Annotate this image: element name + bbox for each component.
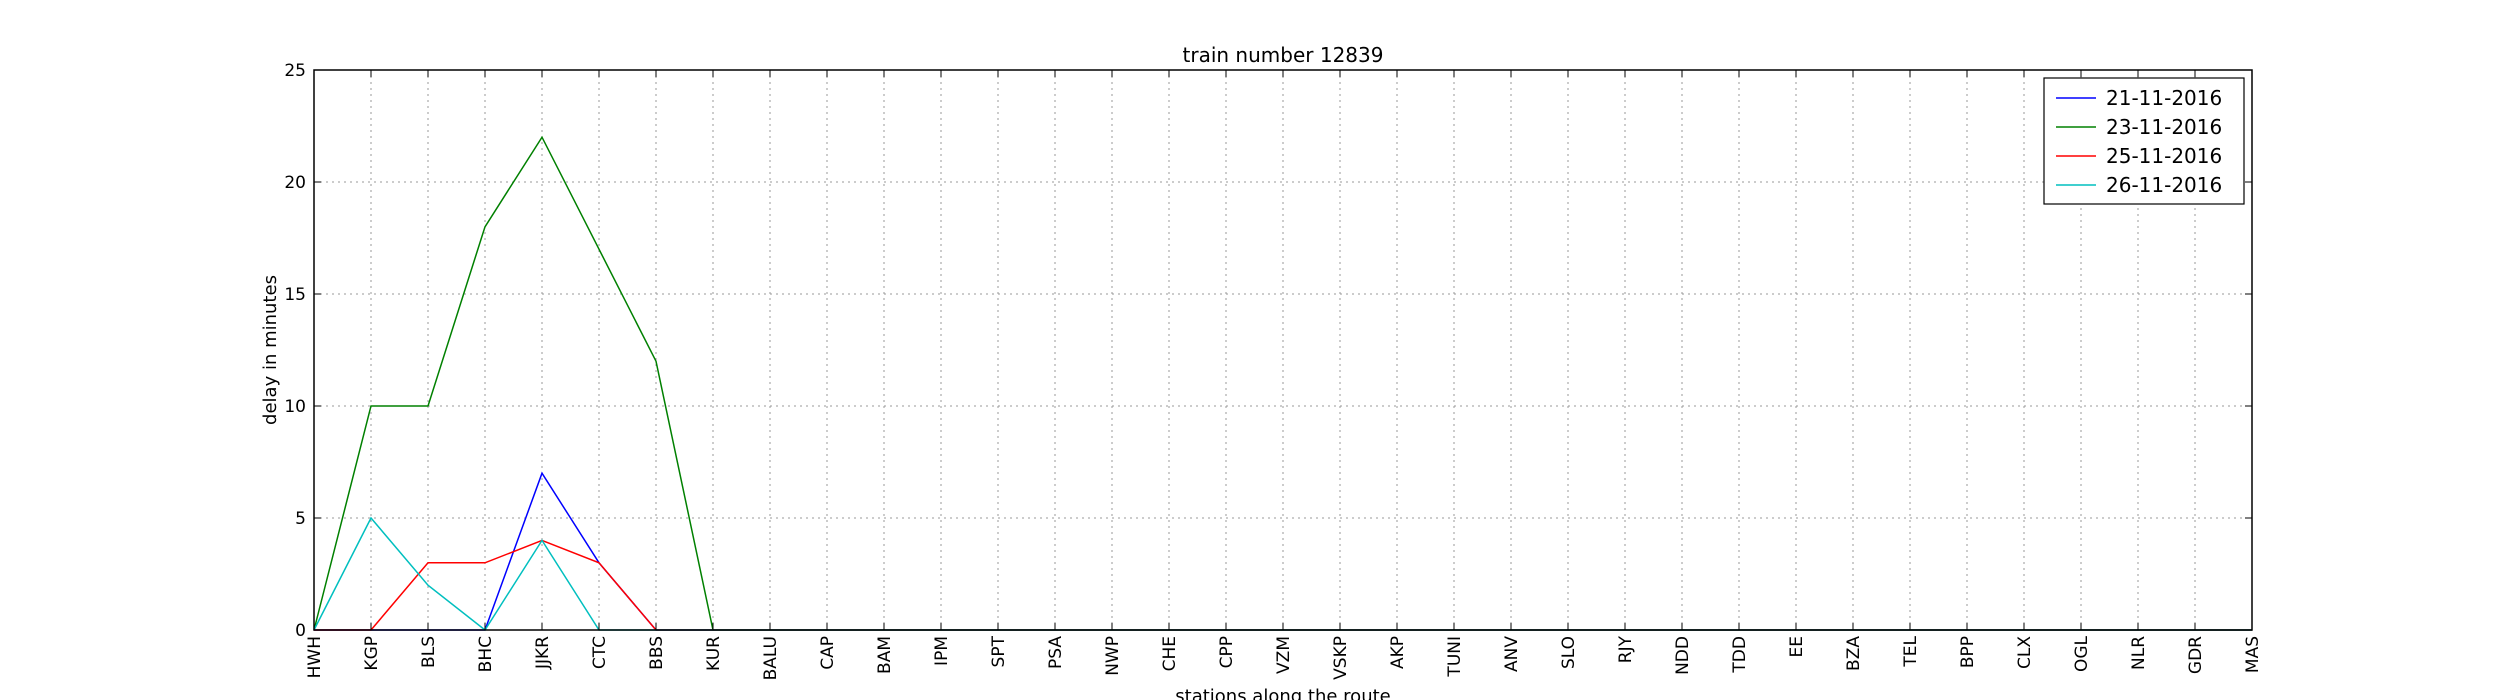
x-tick-label: TUNI bbox=[1445, 636, 1465, 678]
x-tick-label: JJKR bbox=[533, 636, 553, 670]
x-tick-label: BZA bbox=[1844, 636, 1864, 671]
x-tick-label: CAP bbox=[818, 636, 838, 670]
y-tick-label: 10 bbox=[284, 397, 306, 417]
x-tick-label: MAS bbox=[2243, 636, 2263, 673]
x-tick-label: HWH bbox=[305, 636, 325, 678]
x-tick-label: NDD bbox=[1673, 636, 1693, 675]
y-tick-label: 5 bbox=[295, 509, 306, 529]
x-tick-label: IPM bbox=[932, 636, 952, 666]
legend-entry: 21-11-2016 bbox=[2106, 86, 2222, 110]
x-tick-label: BPP bbox=[1958, 636, 1978, 668]
x-tick-label: GDR bbox=[2186, 636, 2206, 674]
x-tick-label: NWP bbox=[1103, 636, 1123, 676]
x-tick-label: SLO bbox=[1559, 636, 1579, 669]
y-tick-label: 25 bbox=[284, 61, 306, 81]
x-tick-label: EE bbox=[1787, 636, 1807, 657]
x-tick-label: VZM bbox=[1274, 636, 1294, 674]
x-tick-label: AKP bbox=[1388, 636, 1408, 669]
x-tick-label: TDD bbox=[1730, 636, 1750, 674]
grid bbox=[314, 70, 2252, 630]
x-tick-label: RJY bbox=[1616, 635, 1636, 663]
x-tick-label: NLR bbox=[2129, 636, 2149, 670]
x-tick-label: ANV bbox=[1502, 636, 1522, 672]
x-tick-label: BALU bbox=[761, 636, 781, 680]
x-tick-label: KGP bbox=[362, 636, 382, 671]
y-axis-label: delay in minutes bbox=[260, 275, 281, 425]
x-tick-label: TEL bbox=[1901, 635, 1921, 667]
legend: 21-11-2016 23-11-2016 25-11-2016 26-11-2016 bbox=[2043, 77, 2245, 205]
legend-entry: 26-11-2016 bbox=[2106, 173, 2222, 197]
x-tick-label: BAM bbox=[875, 636, 895, 674]
legend-entry: 25-11-2016 bbox=[2106, 144, 2222, 168]
x-axis-label: stations along the route bbox=[1175, 686, 1390, 700]
legend-box bbox=[2043, 77, 2245, 205]
x-tick-label: CTC bbox=[590, 636, 610, 669]
x-tick-label: CHE bbox=[1160, 636, 1180, 671]
x-tick-label: BBS bbox=[647, 636, 667, 670]
y-tick-label: 0 bbox=[295, 621, 306, 641]
y-tick-label: 15 bbox=[284, 285, 306, 305]
x-axis-ticks: HWH KGP BLS BHC JJKR CTC BBS KUR BALU CAP BAM IPM SP… bbox=[305, 70, 2263, 680]
legend-entry: 23-11-2016 bbox=[2106, 115, 2222, 139]
x-tick-label: CPP bbox=[1217, 636, 1237, 668]
x-tick-label: KUR bbox=[704, 636, 724, 671]
x-tick-label: BLS bbox=[419, 636, 439, 668]
y-tick-label: 20 bbox=[284, 173, 306, 193]
x-tick-label: PSA bbox=[1046, 636, 1066, 669]
x-tick-label: SPT bbox=[989, 635, 1009, 667]
y-axis-ticks: 0 5 10 15 20 25 bbox=[284, 61, 2252, 641]
chart-title: train number 12839 bbox=[1183, 43, 1384, 67]
x-tick-label: BHC bbox=[476, 636, 496, 672]
x-tick-label: CLX bbox=[2015, 636, 2035, 669]
x-tick-label: OGL bbox=[2072, 635, 2092, 672]
x-tick-label: VSKP bbox=[1331, 636, 1351, 680]
